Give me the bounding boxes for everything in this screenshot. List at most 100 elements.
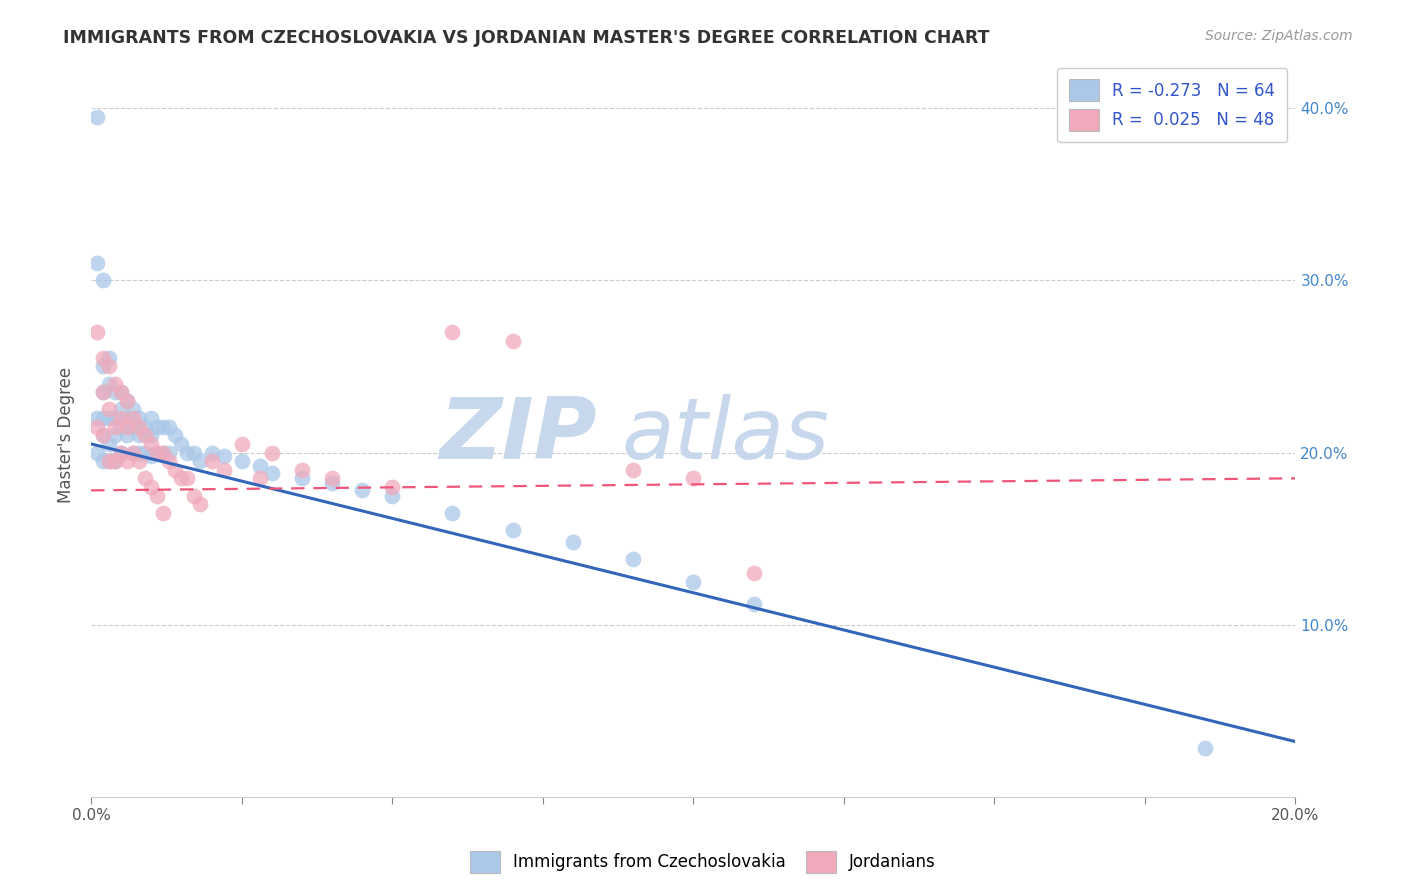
Point <box>291 463 314 477</box>
Point <box>141 428 163 442</box>
Point <box>86 110 108 124</box>
Point <box>104 376 127 391</box>
Point <box>165 463 187 477</box>
Point <box>86 256 108 270</box>
Point <box>212 463 235 477</box>
Point <box>141 480 163 494</box>
Point <box>170 471 193 485</box>
Point <box>86 445 108 459</box>
Point <box>561 535 583 549</box>
Point <box>146 445 169 459</box>
Point <box>110 419 132 434</box>
Point <box>176 445 198 459</box>
Point <box>134 419 156 434</box>
Point <box>231 454 253 468</box>
Point <box>117 454 139 468</box>
Text: Source: ZipAtlas.com: Source: ZipAtlas.com <box>1205 29 1353 43</box>
Point <box>117 393 139 408</box>
Point <box>91 428 114 442</box>
Point <box>146 445 169 459</box>
Point <box>117 393 139 408</box>
Point <box>183 445 205 459</box>
Point <box>152 419 174 434</box>
Point <box>249 459 271 474</box>
Point <box>183 489 205 503</box>
Point <box>128 428 150 442</box>
Point <box>188 497 211 511</box>
Point <box>381 480 404 494</box>
Legend: R = -0.273   N = 64, R =  0.025   N = 48: R = -0.273 N = 64, R = 0.025 N = 48 <box>1057 68 1286 143</box>
Point <box>159 419 181 434</box>
Point <box>98 454 121 468</box>
Point <box>381 489 404 503</box>
Point <box>352 483 374 498</box>
Legend: Immigrants from Czechoslovakia, Jordanians: Immigrants from Czechoslovakia, Jordania… <box>463 845 943 880</box>
Point <box>128 445 150 459</box>
Point <box>134 445 156 459</box>
Point <box>117 411 139 425</box>
Point <box>141 449 163 463</box>
Point <box>682 471 704 485</box>
Point <box>110 385 132 400</box>
Point <box>128 419 150 434</box>
Point <box>98 454 121 468</box>
Point <box>91 428 114 442</box>
Point <box>200 454 222 468</box>
Point <box>321 476 343 491</box>
Point <box>159 454 181 468</box>
Point <box>110 445 132 459</box>
Point <box>176 471 198 485</box>
Point <box>104 419 127 434</box>
Point <box>98 359 121 374</box>
Point <box>231 437 253 451</box>
Point <box>104 428 127 442</box>
Point <box>98 351 121 365</box>
Point <box>146 419 169 434</box>
Point <box>152 445 174 459</box>
Point <box>260 445 283 459</box>
Point <box>110 402 132 417</box>
Point <box>86 419 108 434</box>
Point <box>110 385 132 400</box>
Point <box>170 437 193 451</box>
Point <box>86 325 108 339</box>
Point <box>104 411 127 425</box>
Point <box>110 445 132 459</box>
Point <box>104 454 127 468</box>
Point <box>200 445 222 459</box>
Text: IMMIGRANTS FROM CZECHOSLOVAKIA VS JORDANIAN MASTER'S DEGREE CORRELATION CHART: IMMIGRANTS FROM CZECHOSLOVAKIA VS JORDAN… <box>63 29 990 46</box>
Point <box>682 574 704 589</box>
Point <box>502 523 524 537</box>
Point <box>141 411 163 425</box>
Point <box>188 454 211 468</box>
Point <box>1194 741 1216 756</box>
Text: ZIP: ZIP <box>439 393 598 477</box>
Point <box>122 411 145 425</box>
Point <box>104 385 127 400</box>
Text: atlas: atlas <box>621 393 830 477</box>
Point <box>128 454 150 468</box>
Point <box>742 566 765 580</box>
Point <box>249 471 271 485</box>
Point <box>98 402 121 417</box>
Point <box>502 334 524 348</box>
Point <box>134 471 156 485</box>
Point <box>91 273 114 287</box>
Point <box>441 506 464 520</box>
Point <box>742 597 765 611</box>
Point <box>152 445 174 459</box>
Point <box>98 376 121 391</box>
Point <box>621 552 644 566</box>
Point <box>91 385 114 400</box>
Point <box>122 419 145 434</box>
Point <box>152 506 174 520</box>
Point <box>122 445 145 459</box>
Point <box>165 428 187 442</box>
Point <box>91 351 114 365</box>
Point <box>86 411 108 425</box>
Y-axis label: Master's Degree: Master's Degree <box>58 368 75 503</box>
Point <box>104 454 127 468</box>
Point <box>291 471 314 485</box>
Point <box>141 437 163 451</box>
Point <box>212 449 235 463</box>
